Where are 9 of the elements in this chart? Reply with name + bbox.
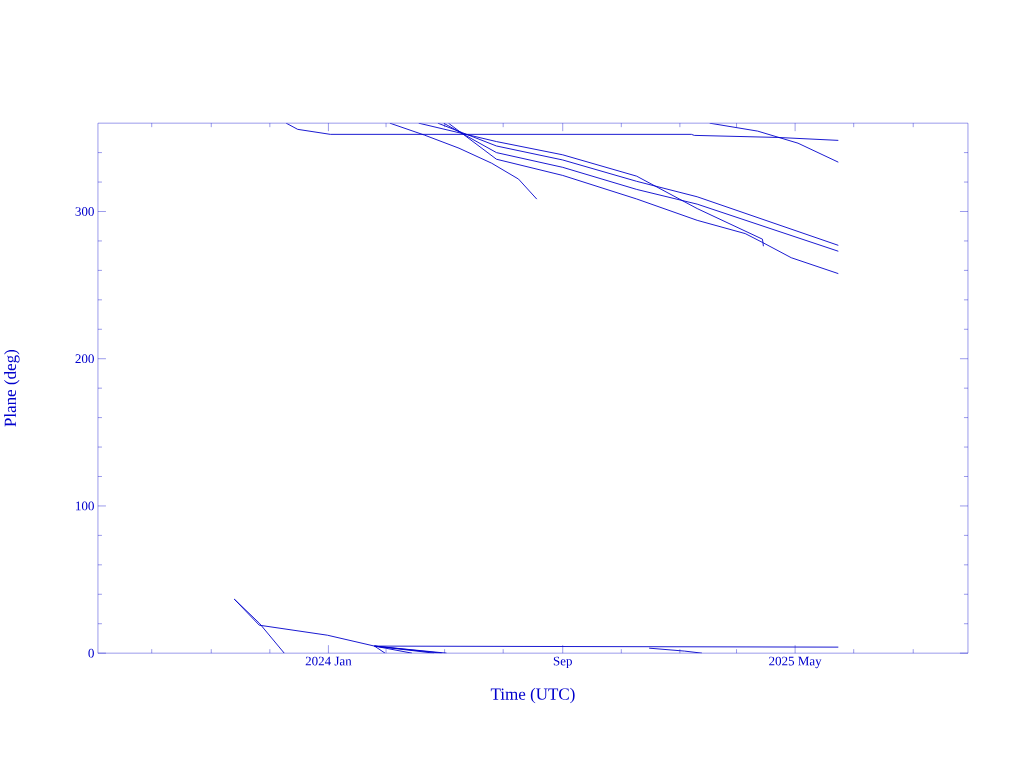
y-tick-label: 200 bbox=[75, 354, 94, 364]
y-tick-label: 100 bbox=[76, 501, 94, 511]
x-axis-title: Time (UTC) bbox=[490, 687, 575, 704]
x-tick-label: 2024 Jan bbox=[305, 656, 352, 666]
y-axis-title: Plane (deg) bbox=[4, 349, 20, 427]
x-tick-label: 2025 May bbox=[769, 656, 822, 669]
y-tick-label: 300 bbox=[75, 207, 94, 216]
y-tick-label: 0 bbox=[88, 648, 94, 658]
x-tick-label: Sep bbox=[553, 656, 572, 669]
